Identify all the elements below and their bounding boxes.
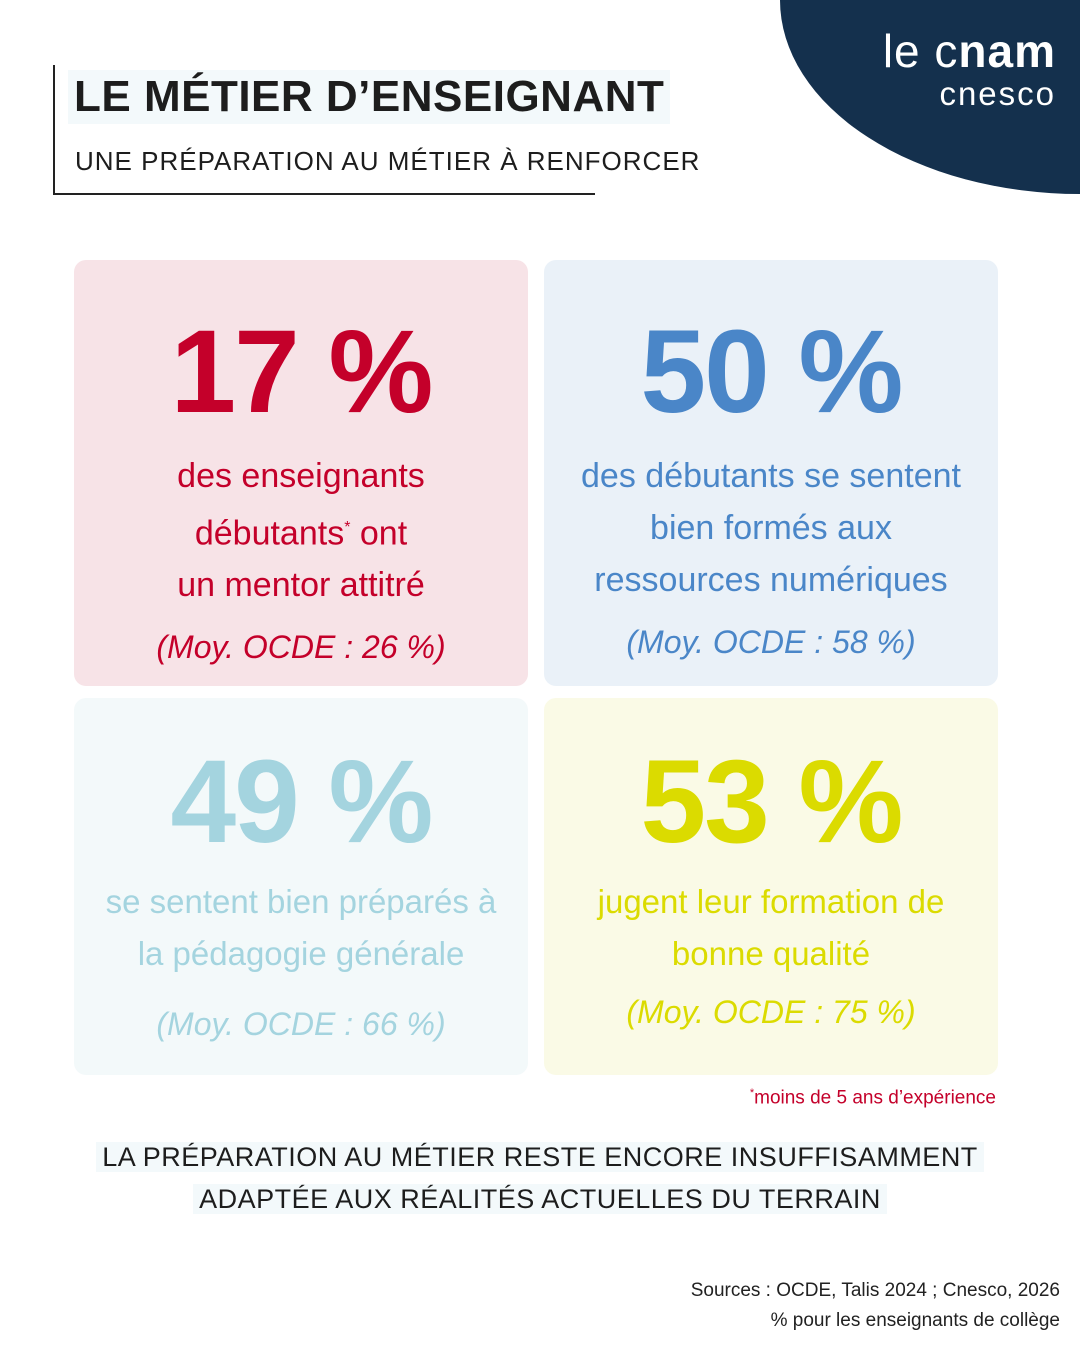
stat-desc-line: débutants (194, 514, 345, 553)
stat-value: 17 % (170, 306, 434, 438)
stat-value: 53 % (640, 736, 904, 868)
oecd-average: (Moy. OCDE : 26 %) (156, 629, 446, 666)
oecd-average: (Moy. OCDE : 75 %) (626, 994, 916, 1030)
stat-card-pedagogy: 49 % se sentent bien préparés à la pédag… (74, 698, 528, 1075)
stat-desc-line: des enseignants (177, 457, 425, 495)
logo-text: le c (882, 25, 959, 77)
stat-desc-line: un mentor attitré (177, 566, 425, 605)
oecd-average: (Moy. OCDE : 58 %) (626, 624, 916, 660)
stat-value: 49 % (170, 736, 434, 868)
stat-desc-line: ont (359, 514, 408, 553)
stat-card-mentor: 17 % des enseignants débutants* ont un m… (74, 260, 528, 686)
footnote: *moins de 5 ans d’expérience (750, 1087, 996, 1109)
conclusion-line: ADAPTÉE AUX RÉALITÉS ACTUELLES DU TERRAI… (193, 1184, 887, 1214)
stat-desc-line: bien formés aux (650, 509, 892, 547)
stat-desc-line: ressources numériques (594, 561, 948, 599)
oecd-average: (Moy. OCDE : 66 %) (156, 1006, 446, 1042)
stat-desc-line: jugent leur formation de (597, 883, 945, 920)
title-frame (53, 65, 595, 195)
stat-card-quality: 53 % jugent leur formation de bonne qual… (544, 698, 998, 1075)
logo-subtext: cnesco (939, 75, 1056, 112)
conclusion-line: LA PRÉPARATION AU MÉTIER RESTE ENCORE IN… (96, 1142, 984, 1172)
stat-value: 50 % (640, 306, 904, 438)
page-title: LE MÉTIER D’ENSEIGNANT (68, 70, 671, 124)
footnote-marker: * (344, 519, 351, 536)
stat-desc-line: des débutants se sentent (581, 457, 961, 495)
page-subtitle: UNE PRÉPARATION AU MÉTIER À RENFORCER (75, 146, 701, 176)
stat-desc-line: la pédagogie générale (137, 935, 465, 972)
cnam-cnesco-logo: le cnam cnesco (883, 26, 1056, 112)
sources-line: Sources : OCDE, Talis 2024 ; Cnesco, 202… (690, 1280, 1060, 1301)
stat-desc-line: se sentent bien préparés à (105, 883, 497, 920)
stat-card-digital: 50 % des débutants se sentent bien formé… (544, 260, 998, 686)
sources-note: % pour les enseignants de collège (770, 1310, 1060, 1331)
footnote-text: moins de 5 ans d’expérience (754, 1087, 996, 1109)
conclusion: LA PRÉPARATION AU MÉTIER RESTE ENCORE IN… (0, 1136, 1080, 1220)
footnote-marker: * (749, 1087, 755, 1099)
stat-desc-line: bonne qualité (671, 935, 871, 972)
sources: Sources : OCDE, Talis 2024 ; Cnesco, 202… (691, 1276, 1060, 1336)
logo-text-bold: nam (958, 25, 1056, 77)
